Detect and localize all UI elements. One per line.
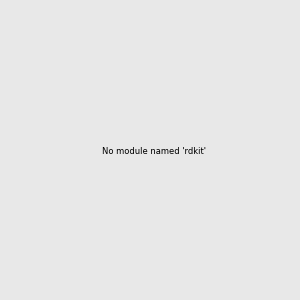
Text: No module named 'rdkit': No module named 'rdkit' — [102, 147, 206, 156]
